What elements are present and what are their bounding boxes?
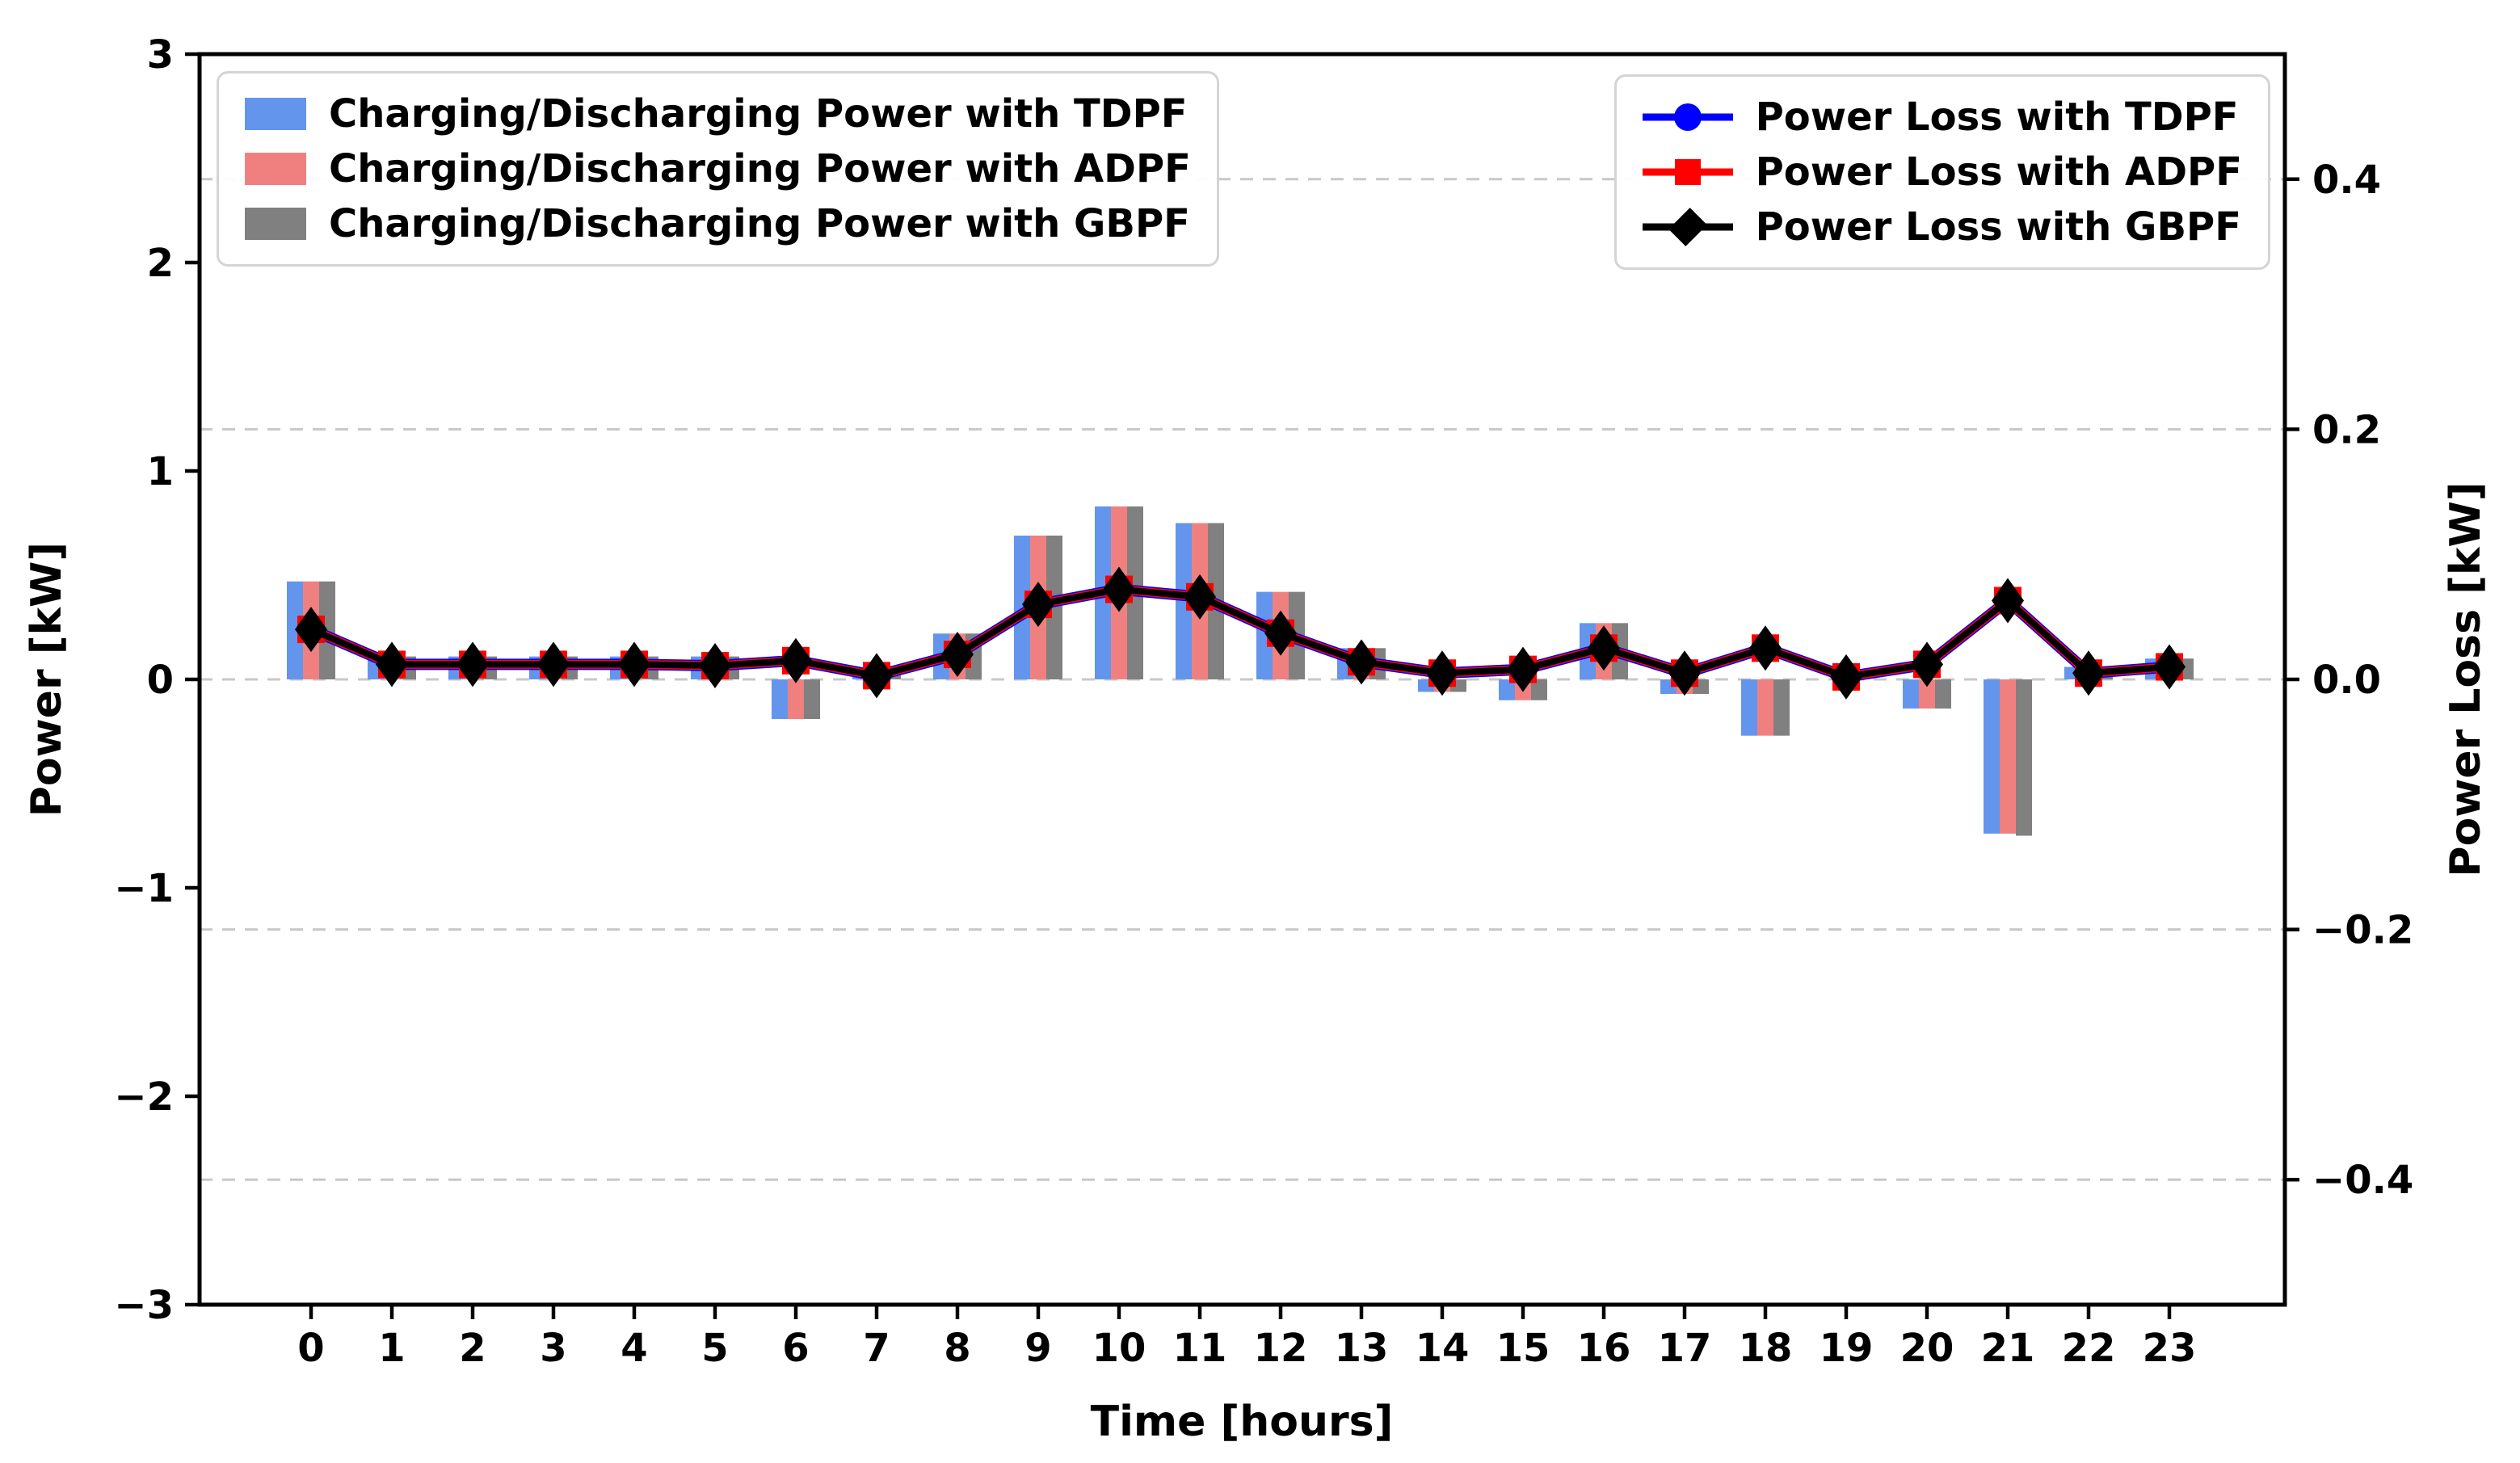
svg-text:3: 3	[147, 32, 174, 78]
svg-text:15: 15	[1496, 1326, 1550, 1371]
svg-text:−3: −3	[114, 1283, 174, 1328]
svg-text:11: 11	[1173, 1326, 1227, 1371]
svg-text:2: 2	[459, 1326, 486, 1371]
legend-label: Power Loss with TDPF	[1755, 95, 2239, 140]
svg-text:8: 8	[944, 1326, 970, 1371]
svg-text:3: 3	[540, 1326, 566, 1371]
svg-text:1: 1	[378, 1326, 405, 1371]
svg-text:0.4: 0.4	[2312, 158, 2381, 203]
svg-text:9: 9	[1024, 1326, 1051, 1371]
legend-item-loss-adpf: Power Loss with ADPF	[1642, 149, 2242, 195]
svg-text:17: 17	[1658, 1326, 1712, 1371]
svg-text:−1: −1	[114, 866, 174, 911]
legend-item-loss-tdpf: Power Loss with TDPF	[1642, 95, 2242, 140]
svg-text:2: 2	[147, 241, 174, 286]
svg-text:1: 1	[147, 449, 174, 494]
legend-item-bars-gbpf: Charging/Discharging Power with GBPF	[245, 201, 1191, 246]
svg-text:16: 16	[1577, 1326, 1631, 1371]
y-axis-right-label: Power Loss [kW]	[2442, 481, 2490, 877]
svg-text:22: 22	[2062, 1326, 2116, 1371]
legend-item-bars-tdpf: Charging/Discharging Power with TDPF	[245, 91, 1191, 137]
svg-text:0: 0	[297, 1326, 324, 1371]
svg-text:0: 0	[147, 658, 174, 703]
svg-text:−0.2: −0.2	[2312, 908, 2413, 953]
legend-bars: Charging/Discharging Power with TDPF Cha…	[217, 71, 1219, 267]
svg-text:20: 20	[1900, 1326, 1954, 1371]
svg-text:−0.4: −0.4	[2312, 1158, 2413, 1203]
svg-text:0.0: 0.0	[2312, 658, 2381, 703]
svg-text:18: 18	[1739, 1326, 1793, 1371]
line-marker-square-icon	[1642, 153, 1733, 191]
svg-text:13: 13	[1335, 1326, 1389, 1371]
legend-label: Charging/Discharging Power with TDPF	[329, 91, 1188, 137]
bar-swatch-gbpf-icon	[245, 208, 306, 240]
svg-text:10: 10	[1092, 1326, 1146, 1371]
legend-item-loss-gbpf: Power Loss with GBPF	[1642, 204, 2242, 250]
svg-text:−2: −2	[114, 1074, 174, 1120]
line-marker-diamond-icon	[1642, 208, 1733, 246]
svg-text:23: 23	[2143, 1326, 2197, 1371]
legend-item-bars-adpf: Charging/Discharging Power with ADPF	[245, 146, 1191, 191]
legend-lines: Power Loss with TDPF Power Loss with ADP…	[1613, 74, 2270, 270]
svg-text:12: 12	[1254, 1326, 1308, 1371]
svg-text:19: 19	[1820, 1326, 1874, 1371]
svg-text:6: 6	[782, 1326, 809, 1371]
legend-label: Charging/Discharging Power with GBPF	[329, 201, 1190, 246]
svg-text:0.2: 0.2	[2312, 407, 2381, 452]
legend-label: Power Loss with ADPF	[1755, 149, 2242, 195]
legend-label: Charging/Discharging Power with ADPF	[329, 146, 1191, 191]
legend-label: Power Loss with GBPF	[1755, 204, 2241, 250]
bar-swatch-adpf-icon	[245, 153, 306, 185]
line-marker-circle-icon	[1642, 98, 1733, 137]
y-axis-left-label: Power [kW]	[23, 541, 71, 818]
svg-text:5: 5	[701, 1326, 728, 1371]
bar-swatch-tdpf-icon	[245, 98, 306, 130]
svg-text:7: 7	[863, 1326, 890, 1371]
svg-text:14: 14	[1416, 1326, 1470, 1371]
svg-text:4: 4	[621, 1326, 647, 1371]
x-axis-label: Time [hours]	[1090, 1398, 1394, 1446]
svg-text:21: 21	[1981, 1326, 2035, 1371]
